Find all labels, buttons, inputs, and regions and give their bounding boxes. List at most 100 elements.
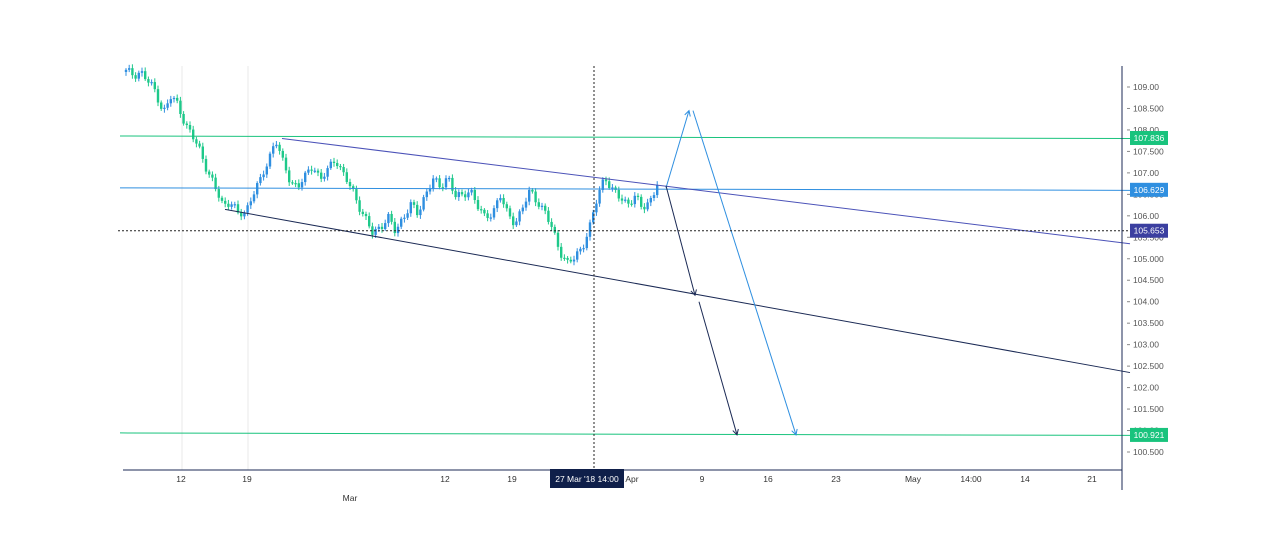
bull-arrow-leg-1 [665, 110, 690, 189]
candle-body [268, 153, 272, 167]
candle-body [374, 228, 377, 235]
candle-body [227, 203, 230, 207]
candle-body [348, 181, 352, 187]
x-tick-label: 14 [1020, 474, 1030, 484]
y-tick-label: 106.00 [1133, 211, 1159, 221]
crosshair-x-badge [550, 469, 624, 488]
candle-body [508, 208, 512, 217]
trend-channel [224, 138, 1131, 374]
candle-body [323, 176, 326, 179]
candle-body [265, 166, 268, 175]
candle-body [294, 183, 297, 185]
candle-body [124, 69, 128, 72]
candle-body [291, 182, 294, 184]
candle-body [339, 166, 342, 168]
candle-body [579, 248, 582, 252]
candle-body [521, 207, 524, 212]
candle-body [604, 179, 608, 182]
candle-body [422, 197, 425, 210]
candle-body [406, 213, 409, 218]
candle-body [316, 170, 320, 173]
candle-body [384, 223, 387, 230]
resistance-price-badge [1130, 130, 1168, 145]
y-tick-label: 103.500 [1133, 318, 1164, 328]
x-tick-label: 9 [700, 474, 705, 484]
candle-body [476, 200, 480, 210]
candle-body [182, 113, 185, 124]
candle-body [585, 236, 588, 249]
y-tick-label: 103.00 [1133, 340, 1159, 350]
channel-upper-line [281, 138, 1131, 245]
candle-body [566, 257, 569, 260]
candle-body [342, 167, 345, 173]
candle-body [224, 200, 227, 204]
candle-body [633, 195, 636, 205]
candle-body [243, 212, 246, 217]
candle-body [483, 209, 486, 214]
candle-body [640, 196, 643, 207]
candle-body [169, 99, 172, 104]
candle-body [569, 259, 572, 262]
candle-body [598, 189, 601, 204]
candle-body [272, 146, 275, 154]
x-tick-label: 12 [440, 474, 450, 484]
candle-body [649, 197, 652, 203]
candle-body [204, 158, 208, 172]
candle-body [656, 185, 659, 196]
candle-body [326, 168, 329, 177]
support-level-line [119, 432, 1131, 436]
y-tick-label: 107.500 [1133, 146, 1164, 156]
candle-body [572, 259, 576, 262]
candle-body [560, 246, 563, 258]
candle-body [307, 169, 310, 173]
gridlines [181, 66, 249, 470]
candle-body [534, 191, 537, 203]
candle-body [454, 190, 457, 198]
candle-body [646, 202, 649, 210]
candle-body [156, 89, 160, 103]
crosshair-x-label: 27 Mar '18 14:00 [555, 474, 619, 484]
candle-body [652, 195, 656, 198]
candle-body [432, 178, 435, 189]
candle-body [300, 182, 304, 188]
candle-body [451, 177, 454, 191]
candle-body [425, 191, 428, 198]
candle-body [329, 161, 332, 169]
candle-body [144, 71, 147, 80]
candle-body [400, 218, 403, 227]
candle-body [457, 192, 460, 198]
candle-body [502, 197, 505, 205]
x-tick-label: 16 [763, 474, 773, 484]
candle-body [540, 205, 544, 207]
x-tick-label: 19 [242, 474, 252, 484]
candle-body [608, 181, 611, 189]
candle-body [176, 97, 179, 101]
forecast-arrows [665, 109, 798, 436]
crosshair [118, 66, 1130, 470]
candle-body [236, 204, 240, 213]
candle-body [368, 216, 371, 227]
candle-body [556, 232, 560, 247]
candle-body [153, 82, 156, 90]
candle-body [403, 217, 406, 219]
candle-body [416, 204, 419, 216]
candle-body [515, 221, 518, 226]
bull-arrow-head-1 [684, 109, 691, 117]
candle-body [601, 179, 604, 190]
candle-body [592, 212, 595, 223]
candle-body [496, 200, 499, 209]
candle-body [473, 189, 476, 201]
y-tick-label: 102.00 [1133, 383, 1159, 393]
candle-body [409, 202, 412, 214]
candle-body [345, 172, 348, 182]
x-tick-label: 19 [507, 474, 517, 484]
candle-body [198, 143, 201, 147]
candle-body [249, 201, 252, 206]
candle-body [188, 125, 192, 130]
candle-body [233, 204, 236, 206]
candle-body [256, 183, 259, 195]
candle-body [464, 194, 467, 198]
support-price-label: 100.921 [1134, 430, 1165, 440]
candle-body [537, 202, 540, 207]
